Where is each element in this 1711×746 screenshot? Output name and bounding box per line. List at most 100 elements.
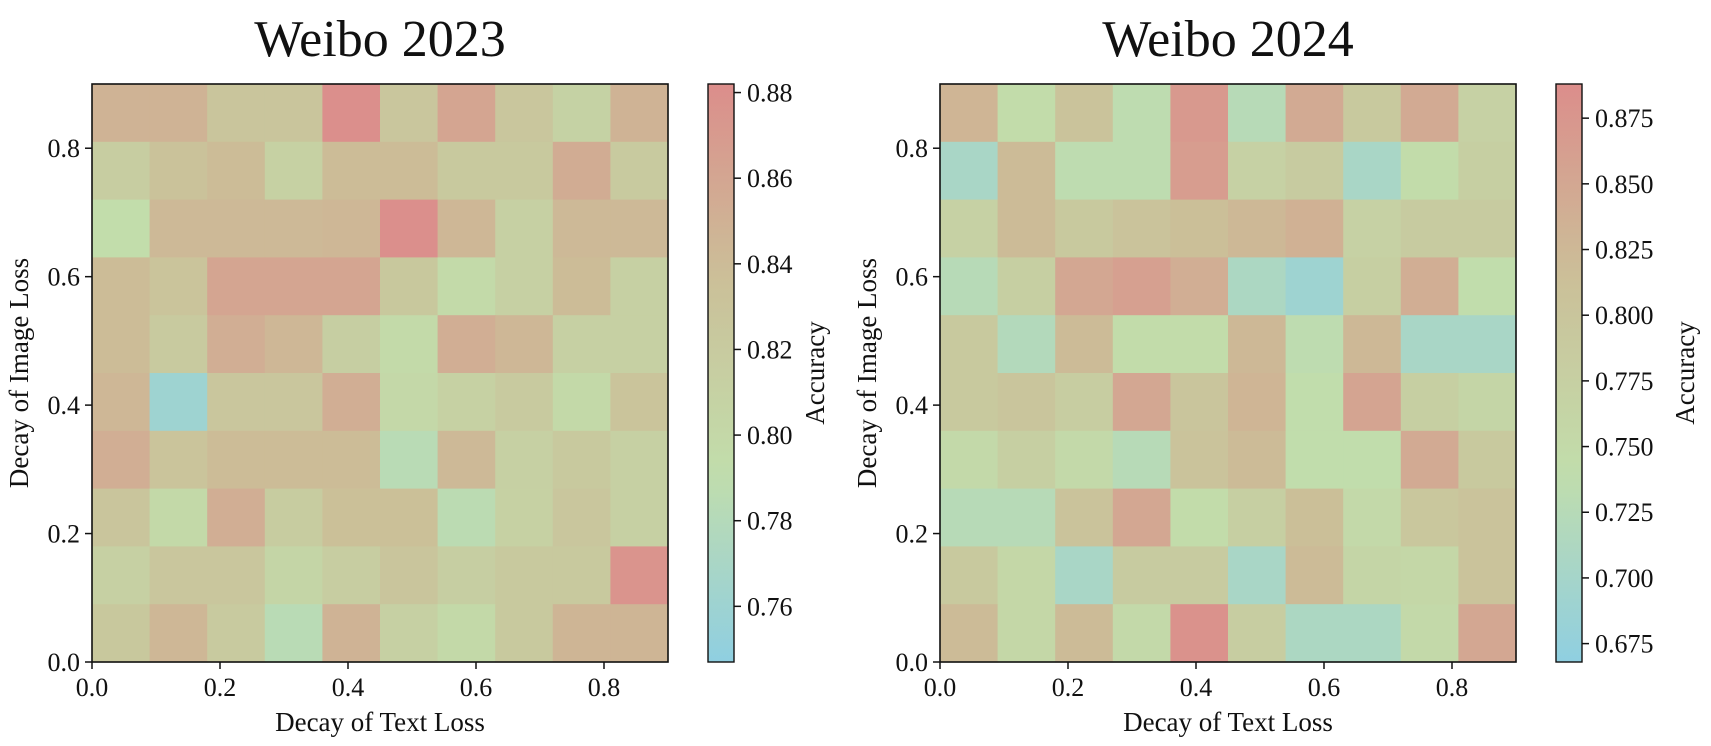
heatmap-cell (380, 604, 439, 663)
heatmap-cell (940, 604, 999, 663)
heatmap-cell (997, 199, 1056, 258)
heatmap-cell (322, 373, 381, 432)
x-tick-label: 0.4 (332, 673, 365, 702)
heatmap-cell (1228, 141, 1287, 201)
heatmap-cell (610, 315, 669, 374)
heatmap-cell (92, 373, 151, 432)
heatmap-cell (1112, 141, 1171, 201)
heatmap-cell (1285, 315, 1344, 374)
heatmap-cell (495, 315, 554, 374)
heatmap-cell (264, 488, 323, 547)
heatmap-cell (207, 257, 266, 316)
heatmap-cell (1170, 257, 1229, 316)
y-tick-label: 0.2 (48, 520, 81, 549)
heatmap-cell (264, 199, 323, 258)
heatmap-cell (1112, 430, 1171, 490)
heatmap-cell (322, 315, 381, 374)
colorbar-label: Accuracy (1670, 321, 1700, 425)
heatmap-cell (610, 257, 669, 316)
heatmap-cell (1285, 488, 1344, 547)
heatmap-cell (92, 84, 151, 143)
heatmap-cell (1343, 84, 1402, 143)
heatmap-cell (1112, 604, 1171, 663)
heatmap-cell (1458, 257, 1517, 316)
heatmap-cell (940, 84, 999, 143)
colorbar-tick-label: 0.86 (747, 164, 793, 193)
heatmap-cell (1055, 604, 1114, 663)
colorbar (1555, 83, 1583, 663)
colorbar-tick-label: 0.725 (1595, 498, 1654, 527)
heatmap-cell (495, 488, 554, 547)
heatmap-cell (610, 546, 669, 605)
heatmap-cell (1458, 315, 1517, 374)
colorbar-tick-label: 0.76 (747, 592, 793, 621)
heatmap-cell (997, 546, 1056, 605)
heatmap-cell (1400, 315, 1459, 374)
x-axis-label: Decay of Text Loss (275, 707, 485, 737)
heatmap-cell (495, 546, 554, 605)
heatmap-cell (1055, 373, 1114, 432)
heatmap-cell (380, 141, 439, 201)
heatmap-cell (149, 199, 208, 258)
colorbar-tick-label: 0.875 (1595, 104, 1654, 133)
heatmap-cell (149, 604, 208, 663)
heatmap-cell (1112, 546, 1171, 605)
heatmap-cell (1055, 257, 1114, 316)
heatmap-cell (437, 257, 496, 316)
heatmap-cell (322, 141, 381, 201)
heatmap-cell (1228, 373, 1287, 432)
heatmap-cell (610, 488, 669, 547)
colorbar-tick-label: 0.850 (1595, 170, 1654, 199)
heatmap-cell (610, 604, 669, 663)
heatmap-cell (1228, 199, 1287, 258)
y-axis-label: Decay of Image Loss (4, 258, 34, 488)
heatmap-cell (380, 373, 439, 432)
heatmap-cell (322, 488, 381, 547)
x-tick-label: 0.4 (1180, 673, 1213, 702)
x-tick-label: 0.0 (76, 673, 109, 702)
heatmap-cell (552, 141, 611, 201)
heatmap-cell (552, 84, 611, 143)
heatmap-panel-2: Weibo 2024 0.0 0.2 0.4 0.6 0.8 0.0 0.2 0.4 0.6 0.8… (852, 11, 1700, 737)
heatmap-cell (997, 315, 1056, 374)
colorbar-tick-label: 0.750 (1595, 433, 1654, 462)
colorbar-tick-label: 0.80 (747, 421, 793, 450)
heatmap-cell (322, 257, 381, 316)
heatmap-cell (380, 199, 439, 258)
heatmap-cell (437, 546, 496, 605)
heatmap-cell (997, 257, 1056, 316)
heatmap-cell (149, 488, 208, 547)
heatmap-cell (1285, 373, 1344, 432)
heatmap-cell (997, 373, 1056, 432)
y-tick-label: 0.8 (48, 134, 81, 163)
heatmap-cell (1285, 546, 1344, 605)
heatmap-cell (1400, 84, 1459, 143)
heatmap-cell (92, 199, 151, 258)
heatmap-cell (495, 199, 554, 258)
heatmap-cell (1228, 546, 1287, 605)
heatmap-cell (149, 315, 208, 374)
heatmap-cell (1400, 141, 1459, 201)
heatmap-cell (495, 257, 554, 316)
heatmap-cell (92, 430, 151, 490)
heatmap-cell (437, 84, 496, 143)
plot-frame (939, 83, 1517, 663)
heatmap-cell (1458, 373, 1517, 432)
heatmap-cell (437, 430, 496, 490)
x-tick-label: 0.2 (1052, 673, 1085, 702)
heatmap-panel-1: Weibo 2023 0.0 0.2 0.4 0.6 0.8 0.0 0.2 0.4 0.6 0.8… (4, 11, 830, 737)
heatmap-cell (1055, 141, 1114, 201)
heatmap-cell (552, 546, 611, 605)
y-tick-label: 0.4 (48, 391, 81, 420)
heatmap-cell (380, 84, 439, 143)
heatmap-cell (437, 141, 496, 201)
heatmap-cell (1285, 430, 1344, 490)
colorbar-tick-label: 0.675 (1595, 630, 1654, 659)
heatmap-cell (1285, 604, 1344, 663)
heatmap-cell (1400, 546, 1459, 605)
y-tick-label: 0.8 (896, 134, 929, 163)
heatmap-cell (437, 199, 496, 258)
x-tick-label: 0.8 (1436, 673, 1469, 702)
heatmap-cell (1228, 430, 1287, 490)
heatmap-cell (997, 84, 1056, 143)
